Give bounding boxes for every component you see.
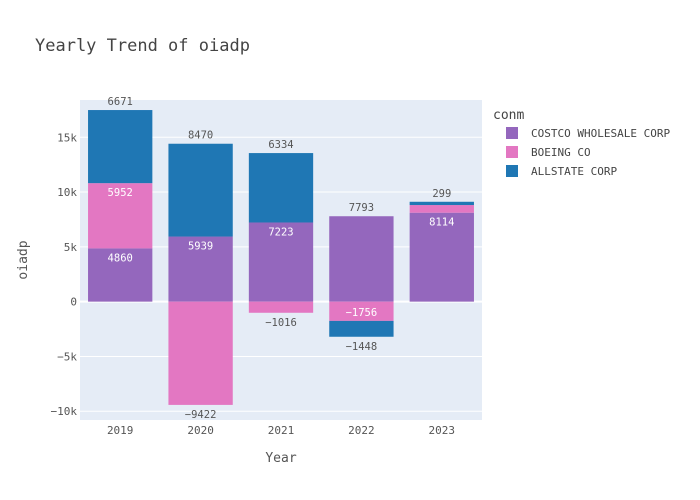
- x-tick-label: 2022: [348, 424, 375, 437]
- y-tick-label: 10k: [57, 186, 77, 199]
- data-label: −1016: [265, 317, 297, 329]
- bars: [88, 110, 474, 405]
- bar: [88, 110, 153, 184]
- legend-label[interactable]: BOEING CO: [531, 146, 591, 159]
- data-label: 5939: [188, 241, 213, 253]
- legend-swatch[interactable]: [506, 127, 518, 139]
- bar: [88, 248, 153, 302]
- y-tick-label: 0: [70, 296, 77, 309]
- data-label: 7223: [268, 226, 293, 238]
- x-tick-label: 2019: [107, 424, 134, 437]
- legend-swatch[interactable]: [506, 165, 518, 177]
- y-axis-ticks: −10k −5k 0 5k 10k 15k: [51, 131, 78, 418]
- bar: [329, 216, 394, 302]
- data-label: 7793: [349, 202, 374, 214]
- bar: [168, 301, 233, 405]
- y-tick-label: 5k: [64, 241, 78, 254]
- data-label: 4860: [108, 252, 133, 264]
- x-tick-label: 2020: [187, 424, 214, 437]
- data-label: 6671: [108, 96, 133, 108]
- legend-label[interactable]: COSTCO WHOLESALE CORP: [531, 127, 670, 140]
- bar: [409, 201, 474, 206]
- y-tick-label: −5k: [57, 350, 77, 363]
- data-label: −1756: [346, 307, 378, 319]
- bar: [329, 301, 394, 321]
- y-tick-label: 15k: [57, 131, 77, 144]
- bar: [329, 320, 394, 337]
- x-axis-ticks: 2019 2020 2021 2022 2023: [107, 424, 455, 437]
- bar: [248, 301, 314, 313]
- data-label: 8114: [429, 217, 454, 229]
- data-label: −9422: [185, 409, 217, 421]
- data-label: 6334: [268, 139, 293, 151]
- bar: [168, 143, 233, 237]
- data-label: −1448: [346, 341, 378, 353]
- bar: [168, 236, 233, 302]
- x-tick-label: 2023: [429, 424, 456, 437]
- legend-title: conm: [493, 108, 524, 123]
- legend-label[interactable]: ALLSTATE CORP: [531, 165, 617, 178]
- data-label: 299: [432, 188, 451, 200]
- data-labels: 4860 5939 7223 7793 8114 5952 −9422 −1016 −1756 6…: [108, 96, 455, 421]
- bar: [409, 205, 474, 213]
- legend: conm COSTCO WHOLESALE CORP BOEING CO ALLST…: [493, 108, 670, 178]
- y-axis-title: oiadp: [16, 240, 31, 279]
- legend-swatch[interactable]: [506, 146, 518, 158]
- chart-title: Yearly Trend of oiadp: [35, 36, 250, 56]
- x-tick-label: 2021: [268, 424, 295, 437]
- bar: [409, 212, 474, 302]
- bar: [248, 153, 314, 223]
- y-tick-label: −10k: [51, 405, 78, 418]
- data-label: 5952: [108, 187, 133, 199]
- data-label: 8470: [188, 130, 213, 142]
- x-axis-title: Year: [265, 451, 296, 466]
- bar: [248, 222, 314, 302]
- bar: [88, 183, 153, 249]
